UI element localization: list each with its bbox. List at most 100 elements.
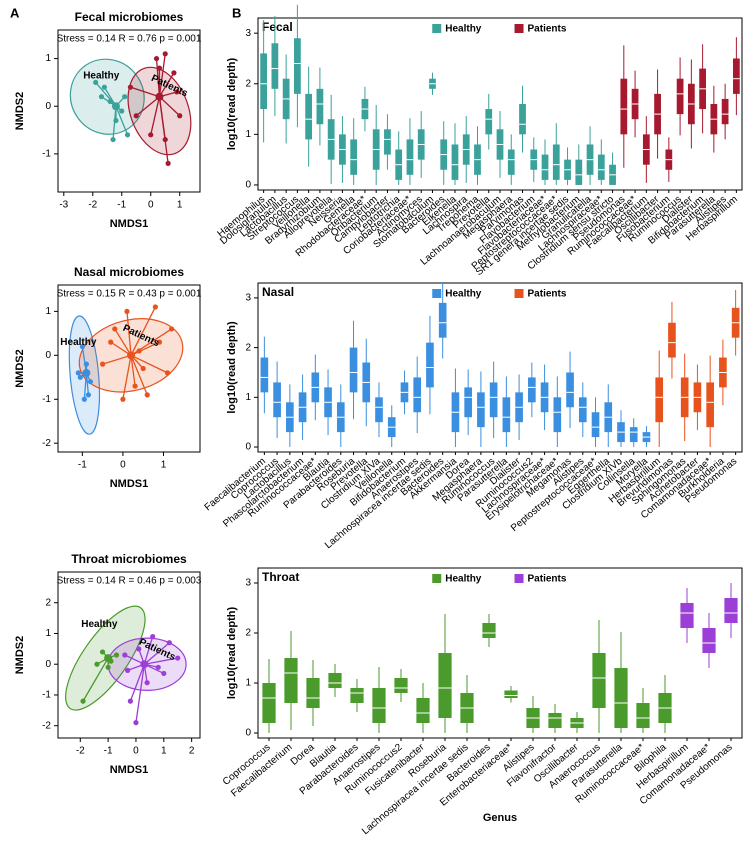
point: [75, 370, 81, 376]
spoke: [122, 355, 132, 400]
y-tick-label: -1: [42, 149, 51, 160]
y-tick-label: 0: [45, 659, 51, 670]
box: [451, 144, 459, 180]
centroid: [127, 351, 136, 360]
x-tick-label: -1: [78, 460, 87, 471]
spoke: [135, 664, 145, 723]
spoke: [129, 663, 145, 702]
point: [87, 379, 94, 385]
point: [120, 396, 126, 402]
box: [668, 322, 676, 358]
x-tick-label: 2: [189, 746, 195, 757]
box: [438, 653, 452, 718]
box: [464, 387, 472, 418]
panel-name: Fecal: [262, 20, 293, 34]
legend-swatch: [432, 289, 442, 298]
y-tick-label: 0: [245, 180, 251, 191]
y-axis-label: NMDS2: [14, 636, 26, 675]
y-tick-label: -1: [42, 394, 51, 405]
box: [636, 703, 650, 728]
x-tick-label: 1: [161, 460, 167, 471]
point: [153, 55, 160, 62]
box: [566, 372, 574, 408]
y-tick-label: 1: [245, 678, 251, 689]
x-tick-label: -1: [117, 200, 126, 211]
box: [477, 392, 485, 428]
box: [349, 347, 358, 393]
legend-label: Patients: [528, 289, 567, 300]
box: [721, 98, 729, 125]
point: [148, 132, 154, 138]
y-tick-label: 1: [245, 392, 251, 403]
point: [136, 348, 142, 354]
box: [305, 93, 313, 140]
y-tick-label: 0: [45, 350, 51, 361]
y-tick-label: 1: [45, 53, 51, 64]
box: [620, 78, 628, 135]
point: [99, 649, 106, 655]
box: [406, 139, 414, 175]
plot-frame: [57, 571, 201, 739]
box: [548, 713, 562, 728]
legend-label: Healthy: [445, 574, 482, 585]
panel-name: Nasal: [262, 285, 294, 299]
box: [375, 397, 383, 423]
centroid: [155, 92, 164, 101]
box: [614, 668, 628, 728]
panel-label: A: [10, 5, 20, 20]
box: [552, 144, 560, 180]
box: [528, 377, 536, 403]
panel-label: B: [232, 5, 241, 20]
plot-frame: [257, 567, 743, 739]
box: [629, 427, 638, 443]
x-axis-label: NMDS1: [110, 764, 149, 776]
spoke: [158, 53, 166, 97]
legend-swatch: [432, 574, 442, 583]
y-tick-label: 1: [45, 306, 51, 317]
box: [575, 159, 583, 185]
x-tick-label: 0: [133, 746, 139, 757]
box: [489, 382, 498, 418]
point: [124, 132, 131, 138]
point: [127, 698, 133, 704]
group-ellipse: [127, 66, 192, 156]
y-tick-label: 0: [245, 728, 251, 739]
x-axis-label: Genus: [483, 812, 517, 824]
point: [108, 339, 114, 345]
box: [592, 653, 606, 708]
legend-swatch: [514, 574, 524, 583]
box: [676, 78, 684, 115]
point: [165, 160, 171, 167]
y-tick-label: -2: [42, 438, 51, 449]
centroid: [111, 102, 120, 111]
spoke: [143, 636, 154, 665]
box: [702, 628, 716, 653]
spoke: [81, 346, 88, 373]
point: [164, 370, 171, 376]
x-tick-label: 1: [177, 200, 183, 211]
y-tick-label: 0: [245, 442, 251, 453]
centroid: [104, 654, 113, 663]
legend-label: Patients: [528, 24, 567, 35]
point: [124, 308, 130, 314]
spoke: [82, 657, 109, 702]
box: [482, 623, 496, 638]
spoke: [158, 72, 175, 98]
spoke: [158, 96, 181, 117]
box: [394, 678, 408, 693]
y-axis-label: NMDS2: [14, 92, 26, 131]
spoke: [115, 105, 129, 136]
point: [81, 396, 87, 402]
y-tick-label: 1: [45, 628, 51, 639]
plot-frame: [257, 282, 743, 453]
spoke: [158, 96, 169, 164]
point: [175, 655, 181, 661]
x-axis-label: NMDS1: [110, 478, 149, 490]
x-tick-label: -3: [59, 200, 68, 211]
y-tick-label: 2: [245, 342, 251, 353]
point: [85, 392, 92, 398]
box: [724, 598, 738, 623]
point: [127, 84, 134, 90]
y-tick-label: 2: [245, 78, 251, 89]
